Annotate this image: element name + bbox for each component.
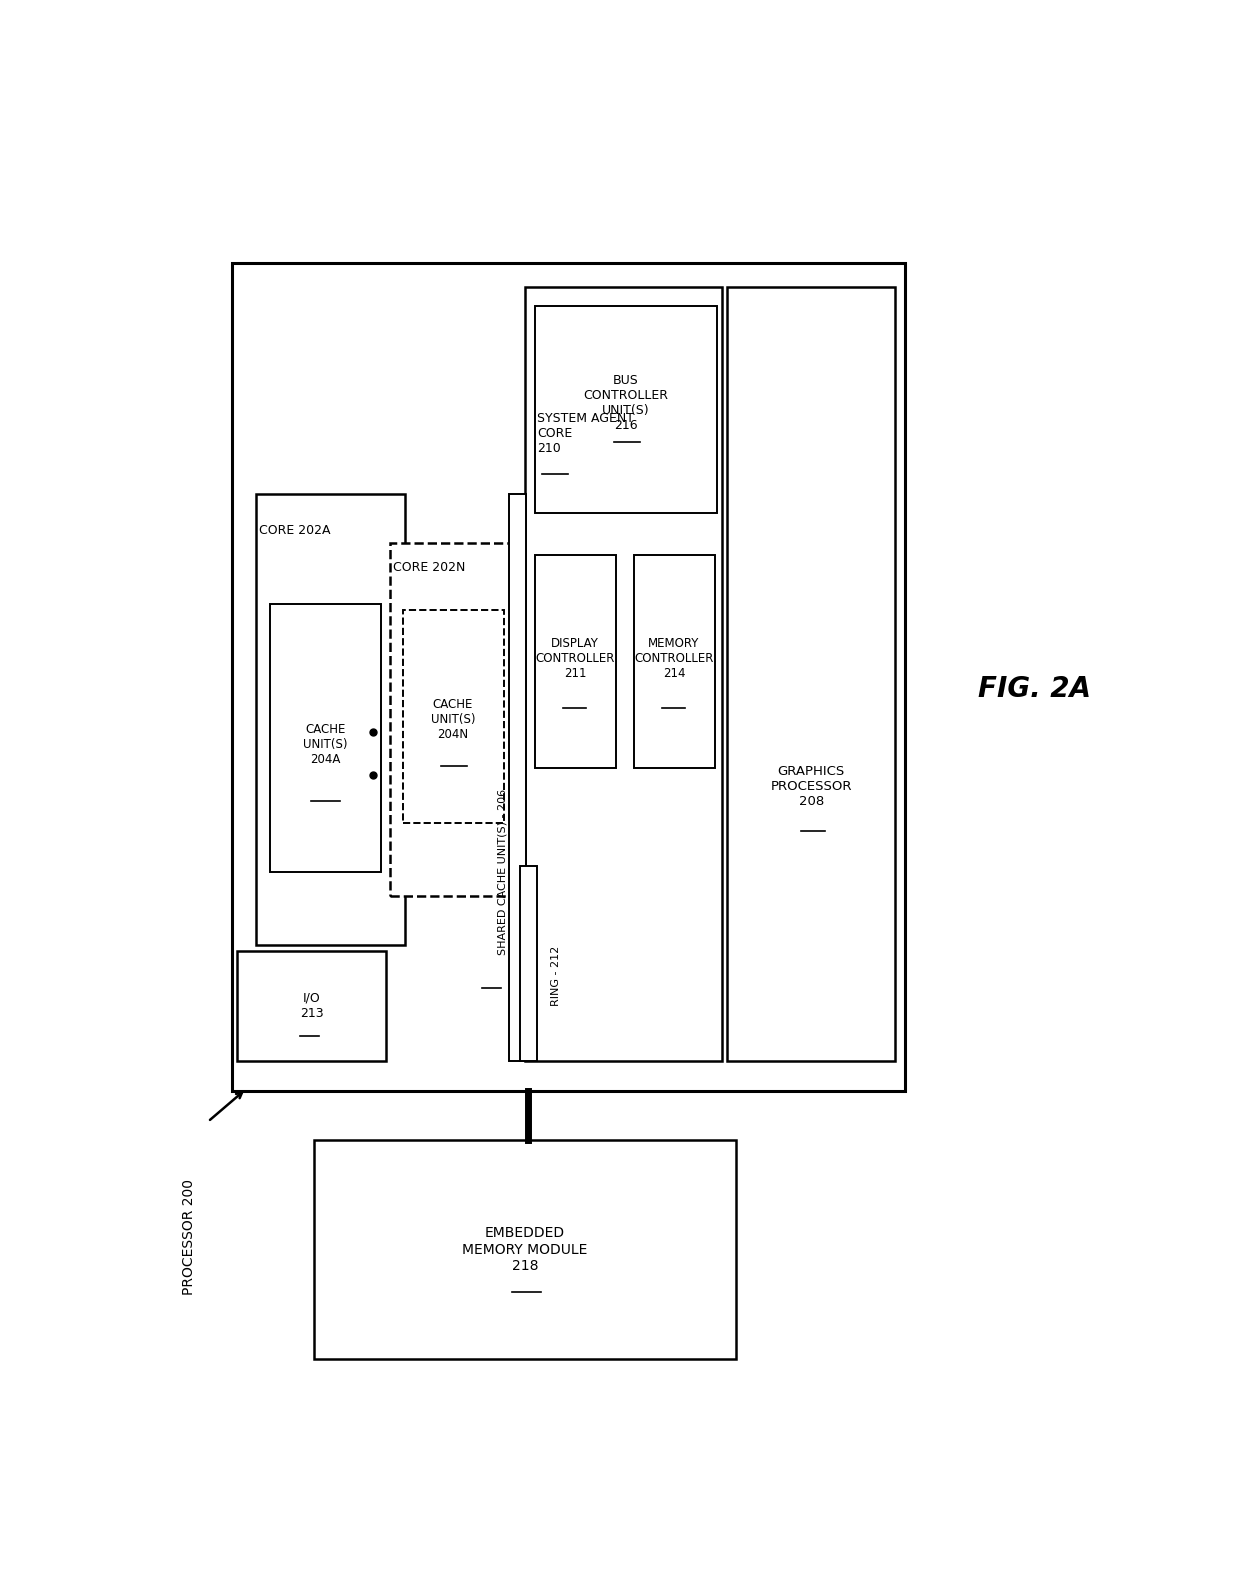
- Text: EMBEDDED
MEMORY MODULE
218: EMBEDDED MEMORY MODULE 218: [463, 1226, 588, 1274]
- Text: CACHE
UNIT(S)
204A: CACHE UNIT(S) 204A: [303, 723, 347, 766]
- Text: SYSTEM AGENT
CORE
210: SYSTEM AGENT CORE 210: [537, 411, 635, 456]
- Text: MEMORY
CONTROLLER
214: MEMORY CONTROLLER 214: [634, 638, 714, 680]
- Text: FIG. 2A: FIG. 2A: [978, 676, 1091, 704]
- Text: DISPLAY
CONTROLLER
211: DISPLAY CONTROLLER 211: [536, 638, 615, 680]
- Bar: [391, 543, 516, 897]
- Bar: [314, 1141, 737, 1359]
- Bar: [634, 555, 715, 769]
- Text: GRAPHICS
PROCESSOR
208: GRAPHICS PROCESSOR 208: [770, 766, 852, 808]
- Bar: [403, 611, 503, 823]
- Text: RING - 212: RING - 212: [551, 946, 560, 1006]
- Text: CORE 202A: CORE 202A: [259, 524, 330, 538]
- Text: I/O
213: I/O 213: [300, 992, 324, 1020]
- Bar: [727, 288, 895, 1062]
- Bar: [521, 865, 537, 1062]
- Text: CORE 202N: CORE 202N: [393, 562, 466, 574]
- Text: BUS
CONTROLLER
UNIT(S)
216: BUS CONTROLLER UNIT(S) 216: [583, 373, 668, 432]
- Text: CACHE
UNIT(S)
204N: CACHE UNIT(S) 204N: [430, 698, 475, 742]
- Bar: [255, 494, 404, 944]
- Bar: [270, 604, 381, 872]
- Bar: [525, 288, 722, 1062]
- Bar: [534, 555, 616, 769]
- Bar: [232, 263, 904, 1092]
- Bar: [508, 494, 526, 1062]
- Bar: [237, 951, 386, 1062]
- Text: PROCESSOR 200: PROCESSOR 200: [181, 1180, 196, 1296]
- Text: SHARED CACHE UNIT(S) - 206: SHARED CACHE UNIT(S) - 206: [498, 789, 508, 956]
- Bar: [534, 305, 717, 513]
